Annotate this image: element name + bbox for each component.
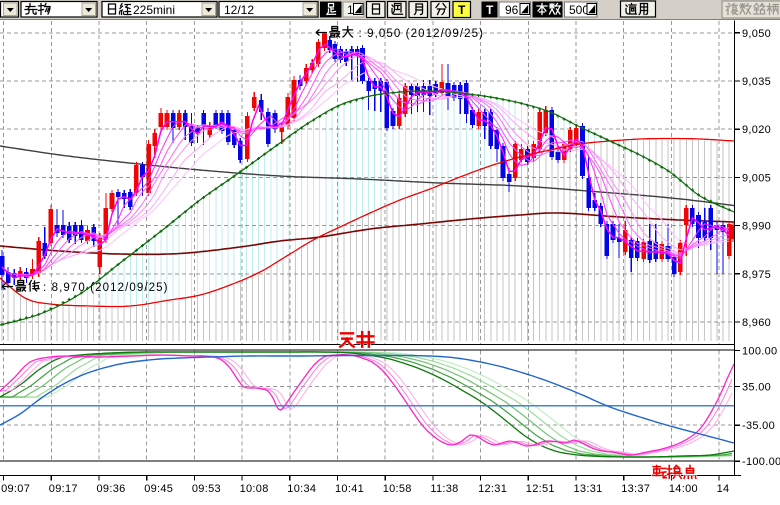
svg-text:500: 500 [569,3,589,17]
svg-text:09:36: 09:36 [97,483,126,495]
svg-text:-35.00: -35.00 [742,420,775,432]
svg-text:9,050: 9,050 [742,28,771,40]
svg-text:96: 96 [505,3,519,17]
svg-text:8,960: 8,960 [742,317,771,329]
svg-text:T: T [486,3,494,17]
svg-text:12:31: 12:31 [478,483,507,495]
svg-text:10:41: 10:41 [335,483,364,495]
svg-text:14:00: 14:00 [669,483,698,495]
svg-text:: 8,970 (2012/09/25): : 8,970 (2012/09/25) [43,282,169,294]
svg-text:09:53: 09:53 [192,483,221,495]
svg-text:09:17: 09:17 [49,483,78,495]
svg-text:09:07: 09:07 [1,483,30,495]
svg-text:12:51: 12:51 [526,483,555,495]
svg-text:09:45: 09:45 [144,483,173,495]
svg-text:13:31: 13:31 [574,483,603,495]
svg-text:-100.00: -100.00 [742,456,780,468]
svg-text:: 9,050 (2012/09/25): : 9,050 (2012/09/25) [359,28,485,40]
svg-text:100.00: 100.00 [742,345,777,357]
svg-text:12/12: 12/12 [224,3,254,17]
svg-text:13:37: 13:37 [621,483,650,495]
svg-text:10:58: 10:58 [383,483,412,495]
svg-text:9,005: 9,005 [742,172,771,184]
svg-text:T: T [458,3,466,17]
svg-text:1: 1 [347,3,354,17]
svg-text:10:08: 10:08 [240,483,269,495]
svg-text:9,035: 9,035 [742,76,771,88]
svg-text:35.00: 35.00 [742,381,771,393]
svg-text:225mini: 225mini [133,3,175,17]
svg-text:8,975: 8,975 [742,269,771,281]
svg-text:9,020: 9,020 [742,124,771,136]
svg-text:11:38: 11:38 [430,483,458,495]
svg-text:8,990: 8,990 [742,221,771,233]
svg-text:10:34: 10:34 [287,483,316,495]
svg-text:14: 14 [717,483,730,495]
